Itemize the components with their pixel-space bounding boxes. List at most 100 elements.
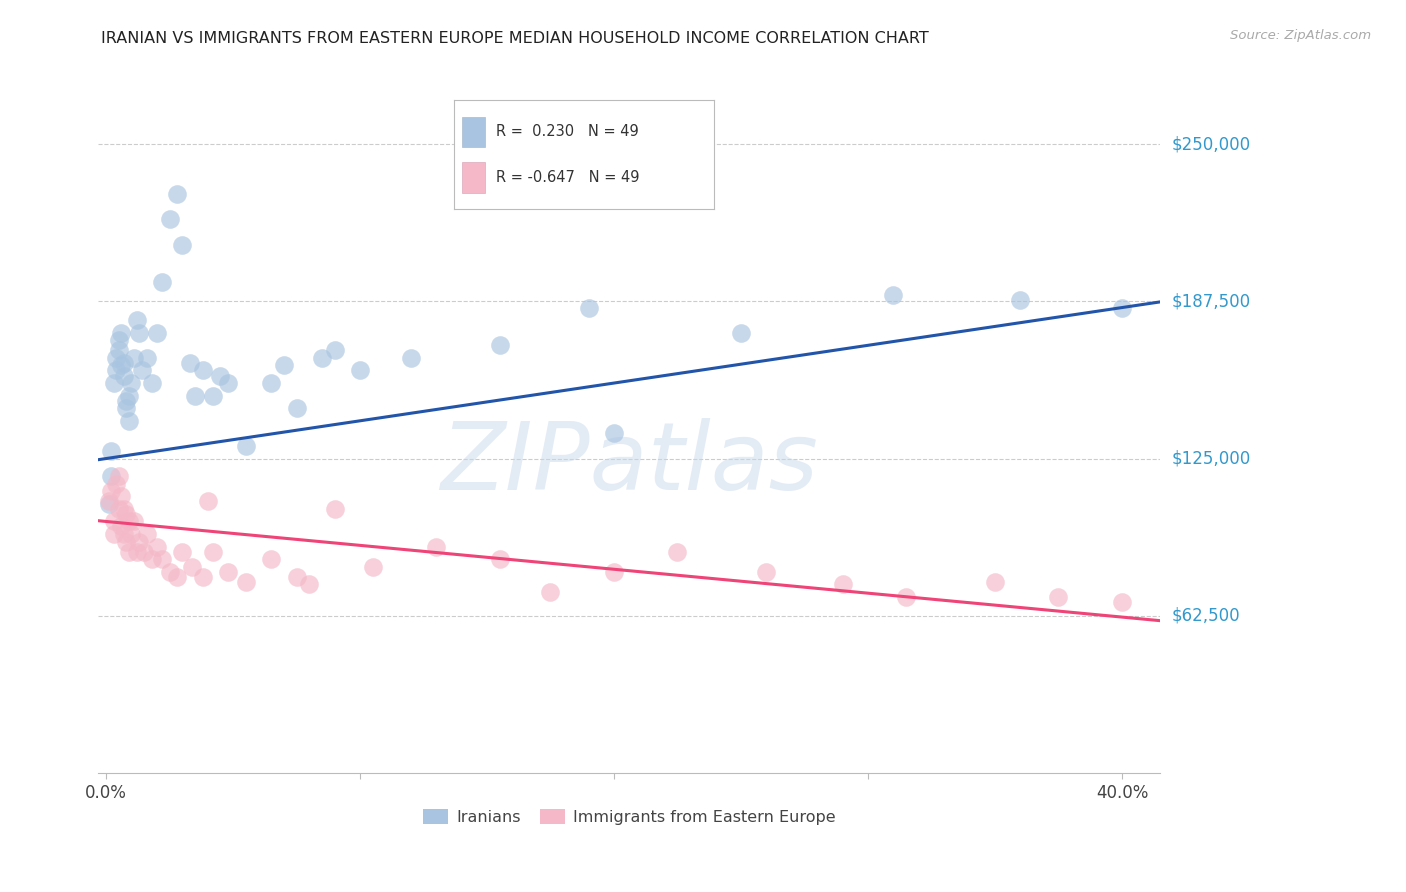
Point: [1111, 301, 1133, 315]
Point: [984, 574, 1007, 589]
Point: [894, 590, 917, 604]
Point: [217, 565, 239, 579]
Point: [197, 494, 219, 508]
Point: [122, 351, 145, 365]
Point: [141, 552, 163, 566]
Point: [110, 326, 132, 340]
Point: [201, 389, 224, 403]
Point: [150, 552, 173, 566]
Point: [217, 376, 239, 390]
Text: $62,500: $62,500: [1171, 607, 1240, 624]
Point: [323, 343, 346, 358]
Point: [578, 301, 600, 315]
Point: [666, 544, 689, 558]
Point: [134, 544, 156, 558]
Point: [235, 574, 257, 589]
Point: [118, 515, 141, 529]
Point: [285, 401, 308, 416]
Point: [191, 363, 214, 377]
Point: [159, 212, 181, 227]
Point: [349, 363, 371, 377]
Point: [1010, 293, 1032, 307]
Point: [311, 351, 333, 365]
Point: [159, 565, 181, 579]
Point: [103, 376, 125, 390]
Point: [120, 527, 142, 541]
Point: [146, 326, 169, 340]
Point: [122, 515, 145, 529]
Point: [831, 577, 853, 591]
Point: [603, 426, 626, 441]
Point: [112, 356, 135, 370]
Point: [488, 338, 510, 352]
Point: [285, 570, 308, 584]
Text: Source: ZipAtlas.com: Source: ZipAtlas.com: [1230, 29, 1371, 42]
Point: [146, 540, 169, 554]
Point: [260, 552, 283, 566]
Point: [100, 444, 122, 458]
Point: [882, 288, 904, 302]
Point: [115, 534, 138, 549]
Point: [107, 333, 129, 347]
Point: [1047, 590, 1070, 604]
Text: $125,000: $125,000: [1171, 450, 1250, 467]
Point: [184, 389, 207, 403]
Point: [118, 544, 141, 558]
Point: [755, 565, 778, 579]
Point: [112, 368, 135, 383]
Point: [260, 376, 283, 390]
Point: [540, 585, 562, 599]
Point: [179, 356, 201, 370]
Point: [97, 494, 120, 508]
Point: [181, 559, 204, 574]
Point: [135, 351, 157, 365]
Point: [107, 469, 129, 483]
Point: [172, 544, 194, 558]
Point: [141, 376, 163, 390]
Point: [488, 552, 510, 566]
Point: [298, 577, 321, 591]
Point: [128, 534, 150, 549]
Point: [118, 389, 141, 403]
Point: [105, 363, 128, 377]
Point: [172, 237, 194, 252]
Text: ZIPatlas: ZIPatlas: [440, 417, 818, 508]
Point: [103, 527, 125, 541]
Point: [730, 326, 752, 340]
Point: [110, 489, 132, 503]
Point: [273, 359, 295, 373]
Point: [120, 376, 142, 390]
Point: [105, 351, 128, 365]
Point: [323, 501, 346, 516]
Point: [105, 476, 128, 491]
Point: [128, 326, 150, 340]
Point: [361, 559, 384, 574]
Point: [125, 313, 148, 327]
Point: [125, 544, 148, 558]
Text: $187,500: $187,500: [1171, 293, 1250, 310]
Point: [1111, 595, 1133, 609]
Legend: Iranians, Immigrants from Eastern Europe: Iranians, Immigrants from Eastern Europe: [423, 809, 837, 825]
Point: [118, 414, 141, 428]
Point: [100, 484, 122, 499]
Point: [107, 501, 129, 516]
Point: [235, 439, 257, 453]
Point: [110, 359, 132, 373]
Point: [107, 343, 129, 358]
Point: [100, 469, 122, 483]
Point: [110, 519, 132, 533]
Point: [201, 544, 224, 558]
Point: [150, 276, 173, 290]
Text: $250,000: $250,000: [1171, 135, 1250, 153]
Point: [112, 527, 135, 541]
Point: [112, 501, 135, 516]
Text: IRANIAN VS IMMIGRANTS FROM EASTERN EUROPE MEDIAN HOUSEHOLD INCOME CORRELATION CH: IRANIAN VS IMMIGRANTS FROM EASTERN EUROP…: [101, 31, 929, 46]
Point: [191, 570, 214, 584]
Point: [603, 565, 626, 579]
Point: [115, 393, 138, 408]
Point: [209, 368, 232, 383]
Point: [166, 570, 188, 584]
Point: [115, 401, 138, 416]
Point: [135, 527, 157, 541]
Point: [97, 497, 120, 511]
